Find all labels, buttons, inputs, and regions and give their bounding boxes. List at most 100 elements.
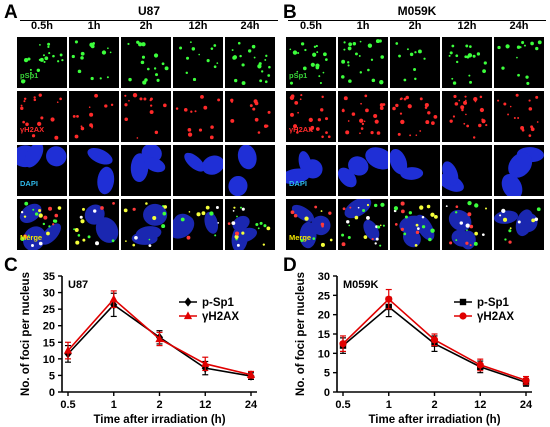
micrograph-blue-b-2 <box>390 145 440 196</box>
x-tick-label-1: 1 <box>386 399 392 411</box>
micrograph-blue-a-2 <box>121 145 171 196</box>
x-tick-label-0: 0.5 <box>335 399 350 411</box>
data-point-1-0 <box>63 345 73 354</box>
channel-label-merge-b: Merge <box>289 233 312 242</box>
data-point-1-4 <box>246 370 256 378</box>
micrograph-blue-b-1 <box>338 145 388 196</box>
panel-letter-b: B <box>283 2 297 23</box>
y-tick-label-5: 25 <box>43 304 55 316</box>
micrograph-blue-a-4 <box>225 145 275 196</box>
panel-a-cell-line: U87 <box>137 4 160 18</box>
micrograph-green-b-3 <box>442 37 492 88</box>
y-axis-label: No. of foci per nucleus <box>295 272 307 396</box>
micrograph-red-a-2 <box>121 91 171 142</box>
panel-b-timepoint-4: 24h <box>509 20 529 32</box>
micrograph-blue-a-3 <box>173 145 223 196</box>
y-axis-label: No. of foci per nucleus <box>20 272 32 396</box>
x-axis-label: Time after irradiation (h) <box>368 414 500 426</box>
micrograph-blue-b-3 <box>442 145 492 196</box>
y-tick-label-2: 10 <box>43 354 55 366</box>
micrograph-blue-b-0 <box>286 145 336 196</box>
x-tick-label-0: 0.5 <box>60 399 75 411</box>
micrograph-red-a-4 <box>225 91 275 142</box>
data-point-1-1 <box>385 295 393 303</box>
data-point-1-2 <box>430 336 439 344</box>
micrograph-merge-a-4 <box>225 199 275 250</box>
panel-letter-d: D <box>283 255 297 276</box>
channel-label-red-b: γH2AX <box>289 125 314 134</box>
y-tick-label-7: 35 <box>43 271 55 283</box>
legend-marker-1 <box>459 312 467 320</box>
micrograph-red-b-3 <box>442 91 492 142</box>
micrograph-merge-b-4 <box>494 199 544 250</box>
y-tick-label-1: 5 <box>324 368 330 380</box>
x-tick-label-2: 2 <box>431 399 437 411</box>
micrograph-green-a-0 <box>17 37 67 88</box>
y-tick-label-6: 30 <box>318 271 330 283</box>
legend-marker-0 <box>459 298 467 306</box>
micrograph-merge-a-3 <box>173 199 223 250</box>
micrograph-merge-b-1 <box>338 199 388 250</box>
chart-annotation: M059K <box>343 279 379 291</box>
y-tick-label-3: 15 <box>43 337 55 349</box>
micrograph-red-b-4 <box>494 91 544 142</box>
x-tick-label-2: 2 <box>156 399 162 411</box>
micrograph-merge-b-3 <box>442 199 492 250</box>
legend-label-1: γH2AX <box>202 311 239 323</box>
y-tick-label-5: 25 <box>318 290 330 302</box>
legend-marker-1 <box>183 311 193 320</box>
panel-a-timepoint-0: 0.5h <box>30 20 53 32</box>
data-point-1-0 <box>339 340 347 348</box>
x-tick-label-3: 12 <box>474 399 486 411</box>
x-tick-label-4: 24 <box>520 399 533 411</box>
micrograph-red-b-2 <box>390 91 440 142</box>
data-point-1-3 <box>201 359 210 367</box>
panel-letter-a: A <box>4 2 18 23</box>
micrograph-green-b-1 <box>338 37 388 88</box>
panel-a-timepoint-2: 2h <box>139 20 153 32</box>
x-tick-label-1: 1 <box>111 399 117 411</box>
panel-b-timepoint-2: 2h <box>408 20 422 32</box>
x-axis-label: Time after irradiation (h) <box>93 414 225 426</box>
micrograph-green-b-2 <box>390 37 440 88</box>
channel-label-green-b: pSp1 <box>289 71 308 80</box>
legend-label-0: p-Sp1 <box>202 297 235 309</box>
panel-b-timepoint-3: 12h <box>457 20 477 32</box>
x-tick-label-4: 24 <box>245 399 258 411</box>
channel-label-merge-a: Merge <box>20 233 43 242</box>
micrograph-green-b-0 <box>286 37 336 88</box>
data-point-1-2 <box>155 334 164 343</box>
data-point-1-4 <box>522 376 530 384</box>
x-tick-label-3: 12 <box>199 399 211 411</box>
panel-a-timepoint-3: 12h <box>188 20 208 32</box>
panel-a-timepoint-1: 1h <box>87 20 101 32</box>
series-1 <box>63 290 256 379</box>
data-point-1-3 <box>476 361 484 369</box>
micrograph-green-a-4 <box>225 37 275 88</box>
panel-b-timepoint-0: 0.5h <box>299 20 322 32</box>
legend-label-1: γH2AX <box>477 311 514 323</box>
y-tick-label-3: 15 <box>318 329 330 341</box>
y-tick-label-4: 20 <box>43 321 55 333</box>
y-tick-label-0: 0 <box>324 387 330 399</box>
micrograph-green-b-4 <box>494 37 544 88</box>
micrograph-red-b-0 <box>286 91 336 142</box>
panel-b-cell-line: M059K <box>397 4 437 18</box>
y-tick-label-1: 5 <box>49 370 55 382</box>
micrograph-blue-b-4 <box>494 145 544 196</box>
micrograph-red-b-1 <box>338 91 388 142</box>
y-tick-label-2: 10 <box>318 348 330 360</box>
micrograph-green-a-3 <box>173 37 223 88</box>
channel-label-red-a: γH2AX <box>20 125 45 134</box>
micrograph-merge-a-1 <box>69 199 119 250</box>
micrograph-red-a-3 <box>173 91 223 142</box>
micrograph-merge-a-2 <box>121 199 171 250</box>
panel-a-timepoint-4: 24h <box>240 20 260 32</box>
channel-label-blue-b: DAPI <box>289 179 307 188</box>
micrograph-blue-a-1 <box>69 145 119 196</box>
legend-marker-0 <box>184 297 192 307</box>
micrograph-green-a-1 <box>69 37 119 88</box>
panel-a-title-rule <box>20 20 278 21</box>
